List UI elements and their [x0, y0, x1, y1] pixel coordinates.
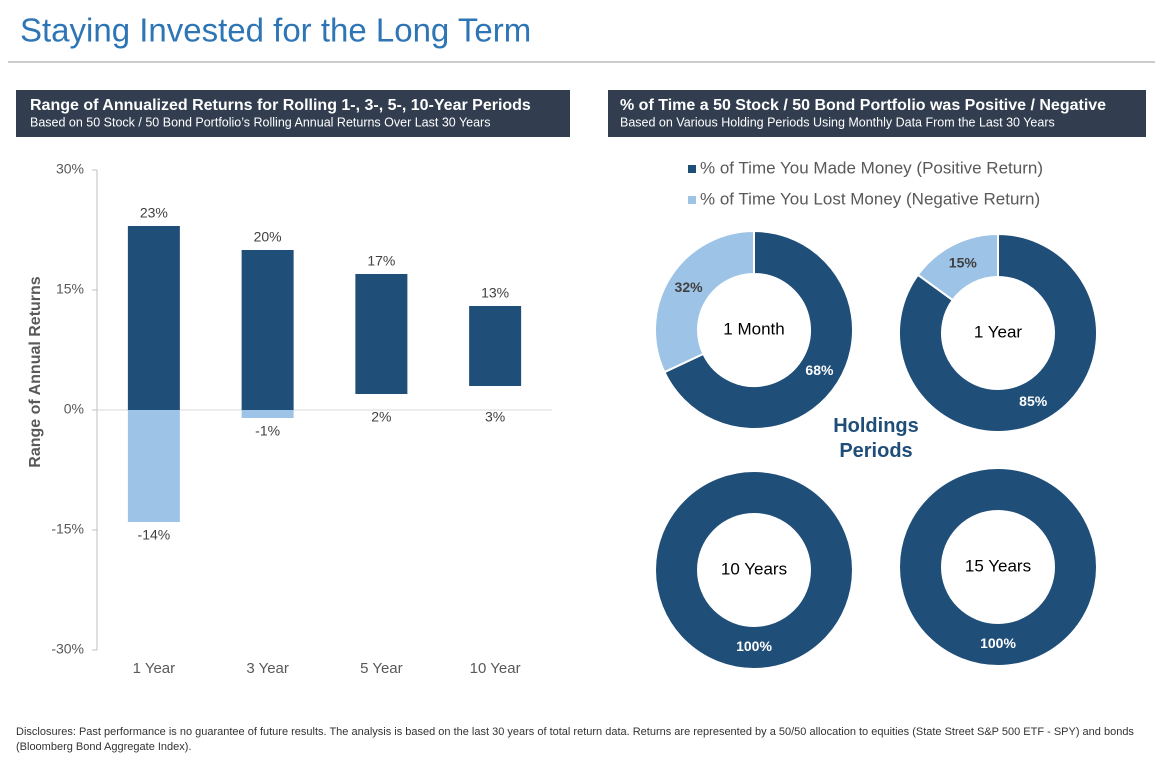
bar-high [469, 306, 522, 386]
left-header [16, 90, 570, 137]
y-tick-label: -30% [51, 641, 84, 657]
low-label: 3% [485, 409, 505, 425]
legend-swatch [688, 196, 696, 204]
low-label: -14% [138, 527, 171, 543]
x-tick-label: 10 Year [470, 660, 521, 677]
bar-high [127, 226, 180, 410]
left-header-title: Range of Annualized Returns for Rolling … [30, 97, 531, 114]
high-label: 17% [367, 253, 395, 269]
right-header-subtitle: Based on Various Holding Periods Using M… [620, 115, 1055, 129]
donut-value-label: 85% [1019, 393, 1048, 409]
legend-label: % of Time You Lost Money (Negative Retur… [700, 189, 1040, 208]
legend-label: % of Time You Made Money (Positive Retur… [700, 158, 1043, 177]
donut-value-label: 100% [980, 635, 1016, 651]
x-tick-label: 3 Year [246, 660, 289, 677]
donut-value-label: 32% [675, 279, 704, 295]
bar-low [241, 410, 294, 418]
bar-high [241, 250, 294, 410]
donut-segment [898, 232, 1098, 433]
high-label: 23% [140, 205, 168, 221]
y-tick-label: -15% [51, 521, 84, 537]
high-label: 20% [254, 229, 282, 245]
donut-value-label: 100% [736, 638, 772, 654]
x-tick-label: 1 Year [133, 660, 176, 677]
donut-segment [898, 466, 1098, 668]
donut-center-label: 15 Years [965, 556, 1031, 575]
donut-segment [663, 229, 854, 430]
donut-value-label: 68% [805, 362, 834, 378]
bar-high [355, 274, 408, 394]
y-tick-label: 30% [56, 161, 84, 177]
left-header-subtitle: Based on 50 Stock / 50 Bond Portfolio’s … [30, 115, 490, 129]
low-label: -1% [255, 423, 280, 439]
donut-center-label: 10 Years [721, 559, 787, 578]
low-label: 2% [371, 409, 391, 425]
high-label: 13% [481, 285, 509, 301]
y-axis-label: Range of Annual Returns [27, 276, 44, 468]
x-tick-label: 5 Year [360, 660, 403, 677]
right-header [608, 90, 1146, 137]
page-title: Staying Invested for the Long Term [20, 12, 531, 49]
y-tick-label: 0% [64, 401, 84, 417]
disclosure: Disclosures: Past performance is no guar… [16, 726, 1134, 753]
donut-center-label: 1 Month [723, 319, 784, 338]
donut-segment [654, 469, 854, 671]
donut-value-label: 15% [949, 255, 978, 271]
donut-center-label: 1 Year [974, 322, 1023, 341]
right-header-title: % of Time a 50 Stock / 50 Bond Portfolio… [620, 97, 1106, 114]
bar-low [127, 410, 180, 522]
donut-segment [916, 232, 999, 302]
y-tick-label: 15% [56, 281, 84, 297]
center-label: Holdings Periods [833, 415, 919, 462]
donut-segment [654, 229, 755, 374]
legend-swatch [688, 165, 696, 173]
